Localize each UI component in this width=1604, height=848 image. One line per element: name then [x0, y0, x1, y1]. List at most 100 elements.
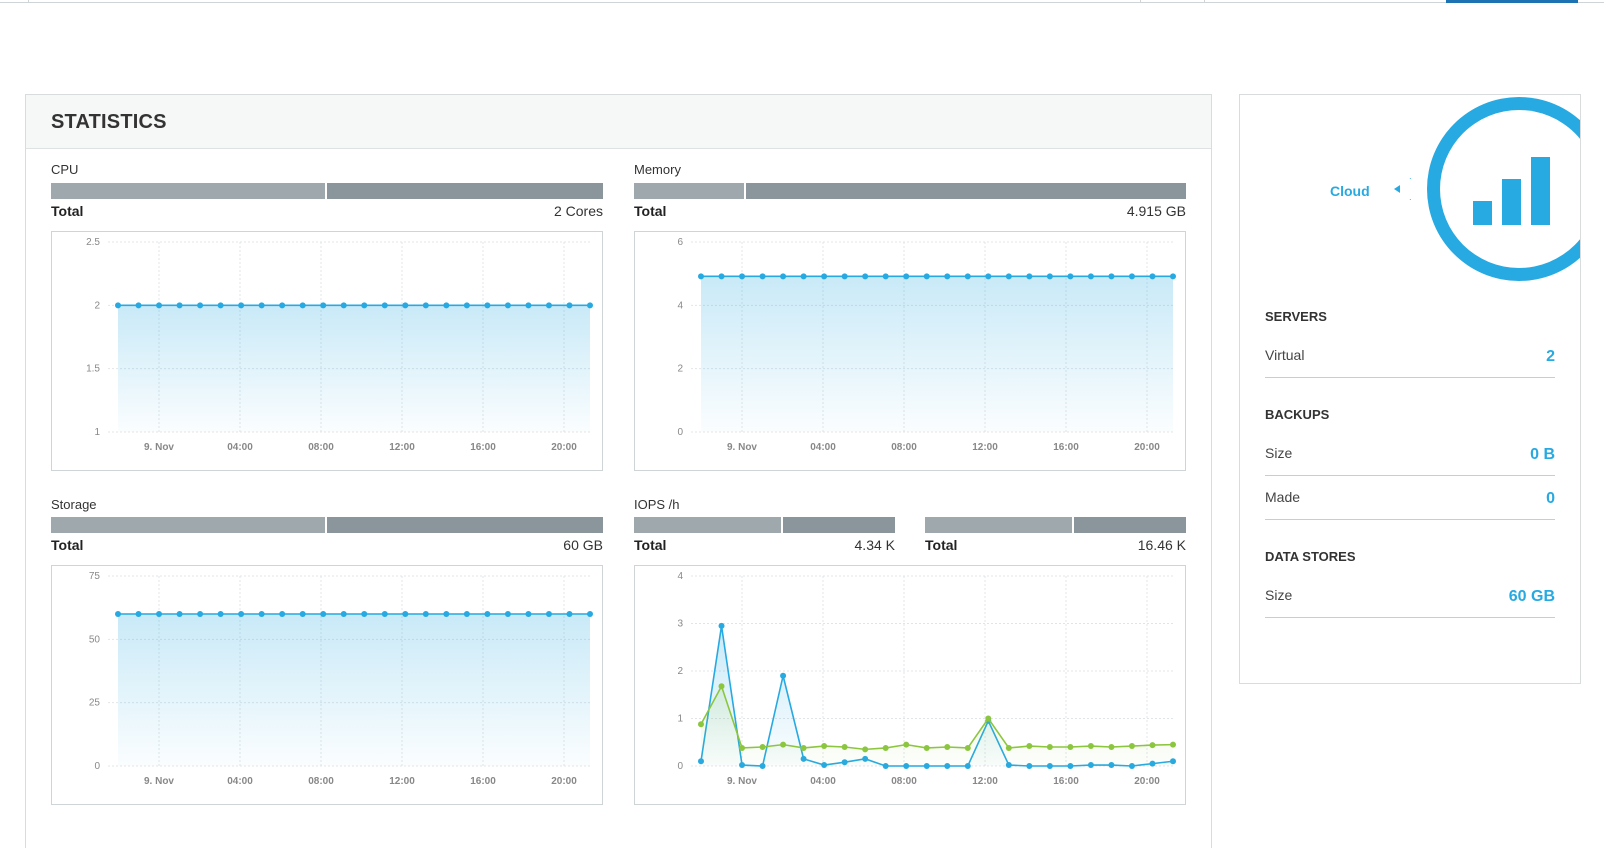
data-point	[964, 744, 971, 751]
statistics-header: STATISTICS	[26, 95, 1211, 149]
x-tick-label: 20:00	[1134, 776, 1160, 787]
data-point	[944, 744, 951, 750]
x-tick-label: 16:00	[1053, 776, 1079, 787]
x-tick-label: 16:00	[1053, 442, 1079, 453]
data-point	[985, 273, 992, 280]
data-point	[156, 302, 163, 309]
x-tick-label: 04:00	[810, 776, 836, 787]
data-point	[862, 273, 869, 280]
data-point	[944, 273, 951, 280]
top-toolbar-edge	[0, 0, 1604, 3]
data-point	[1087, 743, 1094, 750]
x-tick-label: 9. Nov	[144, 776, 174, 787]
data-point	[381, 302, 388, 309]
data-point	[698, 721, 704, 728]
row-divider	[1265, 475, 1555, 476]
y-tick-label: 1	[94, 427, 100, 438]
data-point	[1128, 273, 1135, 280]
data-point	[800, 744, 807, 751]
x-tick-label: 08:00	[891, 442, 917, 453]
series-area	[701, 276, 1173, 432]
data-point	[1067, 744, 1074, 750]
data-point	[964, 273, 971, 280]
cpu-label: CPU	[51, 162, 79, 177]
y-tick-label: 2	[677, 666, 683, 677]
data-point	[525, 611, 532, 617]
data-point	[422, 611, 429, 617]
x-tick-label: 08:00	[891, 776, 917, 787]
y-tick-label: 4	[677, 300, 683, 311]
y-tick-label: 75	[89, 571, 101, 582]
backups-made-value[interactable]: 0	[1546, 490, 1555, 507]
x-tick-label: 12:00	[389, 776, 415, 787]
data-point	[115, 611, 121, 617]
data-point	[862, 746, 869, 753]
servers-virtual-value[interactable]: 2	[1546, 348, 1555, 365]
data-point	[821, 743, 828, 750]
iops-write-total-label: Total	[925, 537, 958, 553]
data-point	[484, 611, 491, 617]
active-tab-indicator[interactable]	[1446, 0, 1578, 3]
storage-chart: 0 25 50 75 9. Nov 04:00 08:00 12:00 16:00 20:00	[51, 565, 603, 805]
row-divider	[1265, 377, 1555, 378]
y-tick-label: 25	[89, 698, 101, 709]
data-point	[780, 273, 787, 280]
statistics-title: STATISTICS	[51, 111, 167, 133]
data-point	[463, 302, 470, 309]
signal-bars-icon	[1502, 179, 1521, 225]
backups-made-label: Made	[1265, 489, 1301, 505]
data-point	[1046, 744, 1053, 750]
data-point	[1108, 273, 1115, 280]
row-divider	[1265, 519, 1555, 520]
data-point	[1170, 273, 1176, 280]
data-point	[759, 744, 766, 750]
memory-chart: 0 2 4 6 9. Nov 04:00 08:00 12:00 16:00 20:00	[634, 231, 1186, 471]
series-area	[701, 686, 1173, 766]
data-point	[258, 611, 265, 617]
data-point	[1005, 273, 1012, 280]
data-point	[1026, 743, 1033, 750]
y-tick-label: 4	[677, 571, 683, 582]
series-line	[700, 684, 1174, 751]
data-point	[238, 302, 245, 309]
storage-usage-bar	[51, 517, 603, 533]
x-tick-label: 08:00	[308, 776, 334, 787]
data-point	[320, 611, 327, 617]
data-point	[1026, 273, 1033, 280]
data-point	[1149, 273, 1156, 280]
data-point	[718, 273, 725, 280]
y-tick-label: 50	[89, 634, 101, 645]
statistics-panel: STATISTICS CPU Total 2 Cores 1 1.5 2 2.5 9. …	[25, 94, 1212, 848]
cloud-signal-badge	[1394, 97, 1580, 281]
series-area	[118, 305, 590, 432]
y-tick-label: 3	[677, 619, 683, 630]
data-point	[484, 302, 491, 309]
cpu-usage-bar	[51, 183, 603, 199]
data-stores-size-value[interactable]: 60 GB	[1508, 588, 1555, 605]
x-tick-label: 20:00	[1134, 442, 1160, 453]
data-point	[197, 611, 204, 617]
x-tick-label: 04:00	[227, 776, 253, 787]
data-point	[279, 611, 286, 617]
data-point	[320, 302, 327, 309]
iops-read-total-value: 4.34 K	[854, 537, 895, 553]
data-point	[402, 611, 409, 617]
backups-section-title: BACKUPS	[1265, 407, 1330, 422]
data-point	[821, 273, 828, 280]
data-point	[443, 302, 450, 309]
backups-size-label: Size	[1265, 445, 1293, 461]
data-point	[443, 611, 450, 617]
backups-size-value[interactable]: 0 B	[1530, 446, 1555, 463]
data-point	[923, 744, 930, 751]
y-tick-label: 0	[677, 761, 683, 772]
x-tick-label: 9. Nov	[727, 442, 757, 453]
memory-label: Memory	[634, 162, 681, 177]
signal-bars-icon	[1531, 157, 1550, 225]
y-tick-label: 2	[677, 364, 683, 375]
data-point	[587, 611, 593, 617]
y-tick-label: 2.5	[86, 237, 100, 248]
data-point	[566, 611, 573, 617]
storage-total-label: Total	[51, 537, 84, 553]
data-point	[1149, 742, 1156, 749]
data-stores-size-label: Size	[1265, 587, 1293, 603]
